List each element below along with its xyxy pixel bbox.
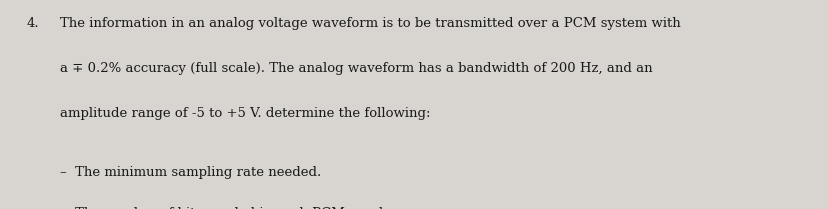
Text: amplitude range of -5 to +5 V. determine the following:: amplitude range of -5 to +5 V. determine… [60,107,430,120]
Text: The information in an analog voltage waveform is to be transmitted over a PCM sy: The information in an analog voltage wav… [60,17,681,30]
Text: a ∓ 0.2% accuracy (full scale). The analog waveform has a bandwidth of 200 Hz, a: a ∓ 0.2% accuracy (full scale). The anal… [60,62,653,75]
Text: –  The number of bits needed in each PCM word.: – The number of bits needed in each PCM … [60,207,388,209]
Text: 4.: 4. [26,17,39,30]
Text: –  The minimum sampling rate needed.: – The minimum sampling rate needed. [60,166,322,179]
